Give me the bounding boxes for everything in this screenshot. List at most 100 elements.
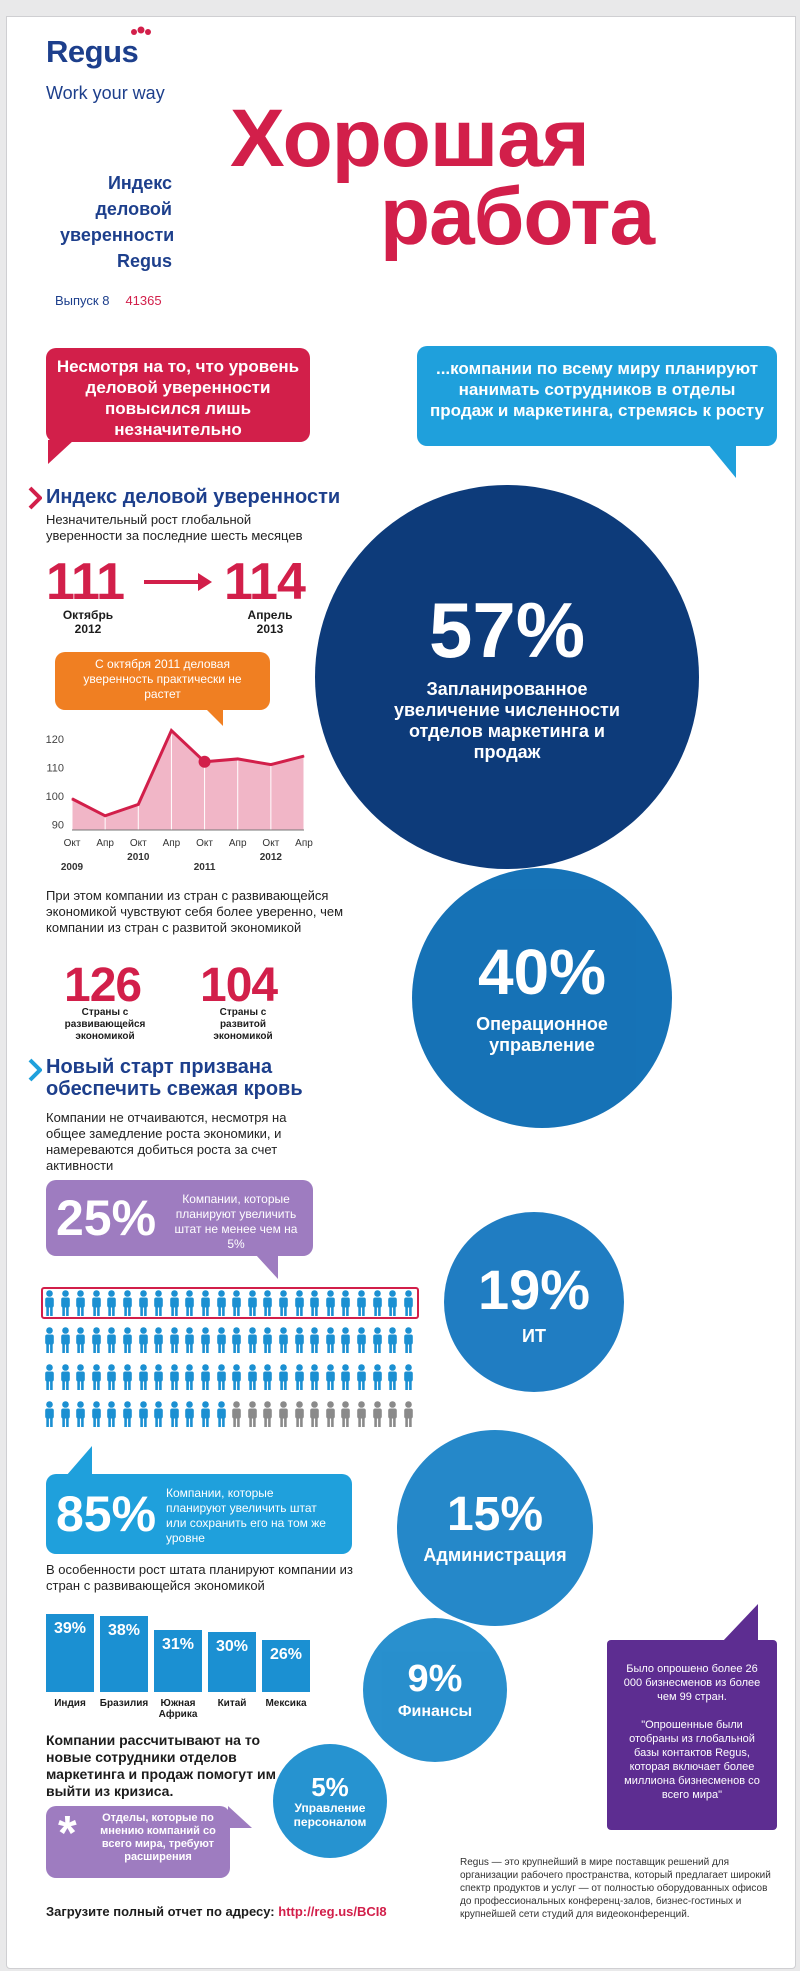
person-icon (154, 1364, 163, 1390)
person-icon (123, 1290, 132, 1316)
person-icon (325, 1401, 335, 1427)
person-icon (154, 1327, 163, 1353)
index-title-line: Regus (116, 251, 172, 271)
tagline: Work your way (46, 83, 165, 103)
person-icon (263, 1327, 273, 1353)
person-icon (247, 1290, 257, 1316)
emerging-label: Страны с развивающейся экономикой (64, 1007, 146, 1042)
person-icon (76, 1290, 85, 1316)
chart-x-year-label: 2011 (194, 862, 216, 873)
chevron-right-icon (28, 1058, 42, 1082)
person-icon (388, 1364, 397, 1390)
person-icon (185, 1290, 195, 1316)
person-icon (372, 1401, 382, 1427)
growth-note: В особенности рост штата планируют компа… (46, 1562, 353, 1593)
p25-value: 25% (56, 1190, 157, 1246)
chart-x-year-label: 2012 (260, 852, 283, 863)
person-icon (216, 1401, 226, 1427)
new-start-text: Компании не отчаиваются, несмотря на общ… (46, 1110, 287, 1173)
confidence-to-value: 114 (224, 553, 306, 611)
chart-point (137, 803, 139, 805)
person-icon (403, 1401, 413, 1427)
chart-y-tick-label: 100 (46, 791, 64, 803)
person-icon (169, 1327, 179, 1353)
person-icon (372, 1327, 382, 1353)
circle-57: 57% Запланированное увеличение численнос… (315, 485, 699, 869)
person-icon (232, 1364, 241, 1390)
p25-callout-tail (256, 1255, 278, 1279)
country-label: Индия (54, 1698, 86, 1709)
to-month: Апрель (247, 608, 293, 622)
person-icon (325, 1364, 335, 1390)
person-icon (107, 1401, 117, 1427)
survey-box: Было опрошено более 26 000 бизнесменов и… (607, 1640, 777, 1830)
download-text: Загрузите полный отчет по адресу: http:/… (46, 1904, 387, 1919)
person-icon (138, 1364, 148, 1390)
chart-y-tick-label: 90 (52, 819, 64, 831)
circle-label: Операционное управление (476, 1014, 608, 1055)
index-title: Индекс деловой уверенности Regus (60, 170, 174, 274)
circle-label: Финансы (397, 1702, 473, 1720)
callout-blue-tail (708, 444, 736, 478)
confidence-heading: Индекс деловой уверенности (46, 486, 341, 508)
p85-value: 85% (56, 1486, 157, 1542)
chart-area (72, 730, 304, 830)
person-icon (107, 1364, 117, 1390)
person-icon (91, 1290, 101, 1316)
regus-logo: Regus (46, 34, 139, 69)
person-icon (325, 1290, 335, 1316)
chart-x-tick-label: Апр (96, 838, 114, 849)
issue-number: 41365 (125, 293, 162, 308)
from-month: Октябрь (62, 608, 114, 622)
survey-text-2: "Опрошенные были отобраны из глобальной … (624, 1719, 760, 1801)
highlight-row-outline (41, 1287, 419, 1319)
person-icon (45, 1364, 54, 1390)
chart-point (270, 764, 272, 766)
country-bar: 30% (208, 1632, 256, 1692)
person-icon (279, 1401, 288, 1427)
arrow-right-icon (144, 573, 212, 591)
person-icon (310, 1290, 319, 1316)
emerging-note: При этом компании из стран с развивающей… (46, 888, 344, 935)
person-icon (372, 1364, 382, 1390)
callout-red: Несмотря на то, что уровень деловой увер… (46, 348, 310, 442)
circle-pct: 19% (477, 1257, 591, 1321)
person-icon (294, 1290, 304, 1316)
circle-40: 40% Операционное управление (412, 868, 672, 1128)
person-icon (201, 1401, 210, 1427)
person-icon (403, 1327, 413, 1353)
download-link[interactable]: http://reg.us/BCI8 (278, 1904, 387, 1919)
issue-info: Выпуск 8 41365 (55, 293, 162, 308)
person-icon (138, 1290, 148, 1316)
confidence-chart: 90 100 110 120 Окт Апр Окт Апр Окт Апр Окт Апр 2009 2… (46, 727, 313, 873)
person-icon (263, 1364, 273, 1390)
asterisk-text: Отделы, которые по мнению компаний со вс… (100, 1812, 216, 1863)
person-icon (232, 1401, 241, 1427)
p25-callout: 25% Компании, которые планируют увеличит… (46, 1180, 313, 1256)
circle-pct: 15% (446, 1487, 544, 1541)
person-icon (185, 1327, 195, 1353)
to-year: 2013 (256, 622, 284, 636)
download-label: Загрузите полный отчет по адресу: (46, 1904, 275, 1919)
person-icon (185, 1364, 195, 1390)
person-icon (45, 1401, 54, 1427)
circle-pct: 9% (407, 1657, 463, 1700)
person-icon (91, 1401, 101, 1427)
chart-x-tick-label: Окт (64, 838, 81, 849)
person-icon (216, 1364, 226, 1390)
index-title-line: Индекс (107, 173, 172, 193)
person-icon (169, 1401, 179, 1427)
asterisk-icon: * (58, 1807, 77, 1860)
survey-box-tail (722, 1604, 758, 1642)
person-icon (247, 1401, 257, 1427)
person-icon (201, 1290, 210, 1316)
circle-5: 5% Управление персоналом (273, 1744, 387, 1858)
person-icon (169, 1364, 179, 1390)
person-icon (310, 1327, 319, 1353)
person-icon (341, 1290, 351, 1316)
person-icon (123, 1364, 132, 1390)
person-icon (201, 1327, 210, 1353)
person-icon (263, 1290, 273, 1316)
person-icon (185, 1401, 195, 1427)
issue-label: Выпуск 8 (55, 293, 110, 308)
